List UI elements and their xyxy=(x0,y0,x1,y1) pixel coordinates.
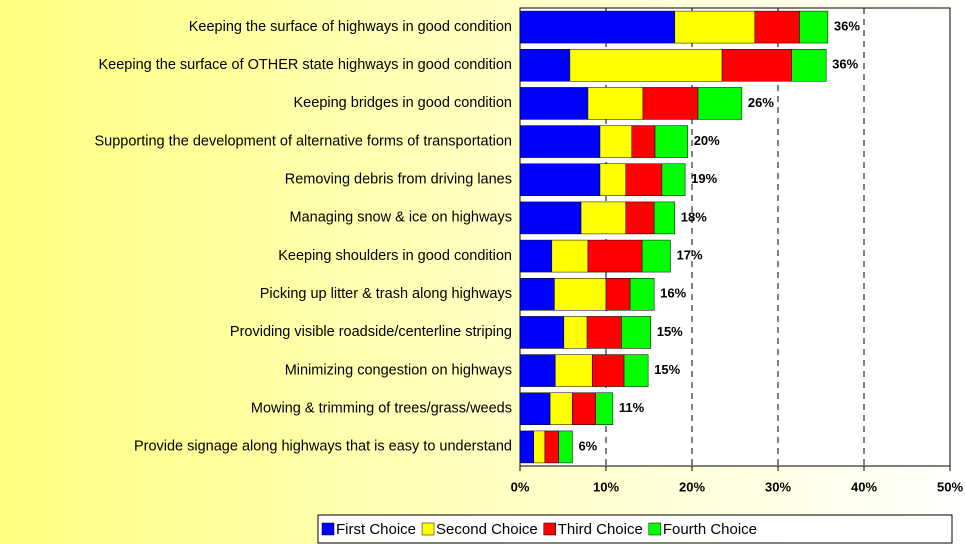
bar-segment xyxy=(572,392,596,425)
bar-segment xyxy=(519,392,551,425)
bar-segment xyxy=(519,278,555,311)
bar-segment xyxy=(674,10,756,44)
category-label: Keeping shoulders in good condition xyxy=(278,248,512,264)
bar-segment xyxy=(580,201,627,235)
bar-segment xyxy=(554,278,607,311)
total-label: 15% xyxy=(657,324,683,339)
legend-swatch xyxy=(321,522,335,536)
total-label: 36% xyxy=(834,19,860,34)
total-label: 26% xyxy=(748,95,774,110)
legend-swatch xyxy=(421,522,435,536)
bar-segment xyxy=(625,163,663,196)
legend-label: Fourth Choice xyxy=(663,521,757,538)
bar-segment xyxy=(519,201,582,235)
x-tick-label: 50% xyxy=(937,479,963,494)
total-label: 11% xyxy=(619,400,645,415)
bar-segment xyxy=(642,87,699,120)
x-tick-label: 30% xyxy=(765,479,791,494)
bar-segment xyxy=(754,10,800,44)
bar-segment xyxy=(551,239,589,273)
bar-segment xyxy=(519,49,571,82)
bar-segment xyxy=(721,49,793,82)
bar-segment xyxy=(623,354,649,387)
legend-label: Second Choice xyxy=(436,521,538,538)
category-label: Keeping the surface of OTHER state highw… xyxy=(99,57,513,73)
total-label: 19% xyxy=(691,171,717,186)
x-tick-label: 10% xyxy=(593,479,619,494)
bar-segment xyxy=(625,201,655,235)
bar-segment xyxy=(519,239,553,273)
bar-segment xyxy=(558,430,573,464)
bar-segment xyxy=(569,49,723,82)
bar-segment xyxy=(629,278,655,311)
bar-segment xyxy=(533,430,546,464)
category-label: Supporting the development of alternativ… xyxy=(94,133,512,149)
category-label: Keeping the surface of highways in good … xyxy=(189,19,512,35)
total-label: 16% xyxy=(660,286,686,301)
total-label: 20% xyxy=(694,133,720,148)
bar-segment xyxy=(605,278,631,311)
bar-segment xyxy=(519,125,601,158)
category-label: Keeping bridges in good condition xyxy=(294,95,512,111)
bar-segment xyxy=(631,125,656,158)
total-label: 18% xyxy=(681,209,707,224)
category-label: Minimizing congestion on highways xyxy=(285,362,512,378)
bar-segment xyxy=(621,316,651,349)
bar-segment xyxy=(519,430,535,464)
plot-area xyxy=(519,7,951,467)
category-label: Providing visible roadside/centerline st… xyxy=(230,324,512,340)
total-label: 15% xyxy=(654,362,680,377)
bar-segment xyxy=(587,239,643,273)
total-label: 6% xyxy=(578,438,597,453)
bar-segment xyxy=(599,163,627,196)
bar-segment xyxy=(519,10,676,44)
total-label: 17% xyxy=(677,248,703,263)
x-tick-label: 40% xyxy=(851,479,877,494)
bar-segment xyxy=(799,10,829,44)
bar-segment xyxy=(549,392,573,425)
bar-segment xyxy=(519,316,565,349)
bar-segment xyxy=(653,201,676,235)
bar-segment xyxy=(544,430,559,464)
category-label: Provide signage along highways that is e… xyxy=(134,439,512,455)
category-label: Removing debris from driving lanes xyxy=(285,172,512,188)
bar-segment xyxy=(555,354,593,387)
bar-segment xyxy=(587,87,644,120)
bar-segment xyxy=(661,163,686,196)
x-tick-label: 20% xyxy=(679,479,705,494)
bar-segment xyxy=(591,354,625,387)
bar-segment xyxy=(586,316,622,349)
x-tick-label: 0% xyxy=(511,479,530,494)
category-label: Picking up litter & trash along highways xyxy=(260,286,512,302)
bar-segment xyxy=(791,49,827,82)
legend-swatch xyxy=(648,522,662,536)
bar-segment xyxy=(519,163,601,196)
bar-segment xyxy=(519,87,589,120)
bar-segment xyxy=(641,239,671,273)
bar-segment xyxy=(519,354,556,387)
total-label: 36% xyxy=(832,57,858,72)
bar-segment xyxy=(654,125,688,158)
legend-swatch xyxy=(543,522,557,536)
category-label: Mowing & trimming of trees/grass/weeds xyxy=(251,401,512,417)
bar-segment xyxy=(563,316,588,349)
bar-segment xyxy=(599,125,633,158)
legend-label: First Choice xyxy=(336,521,416,538)
legend-label: Third Choice xyxy=(558,521,643,538)
bar-segment xyxy=(697,87,743,120)
bar-segment xyxy=(595,392,614,425)
category-label: Managing snow & ice on highways xyxy=(290,210,512,226)
